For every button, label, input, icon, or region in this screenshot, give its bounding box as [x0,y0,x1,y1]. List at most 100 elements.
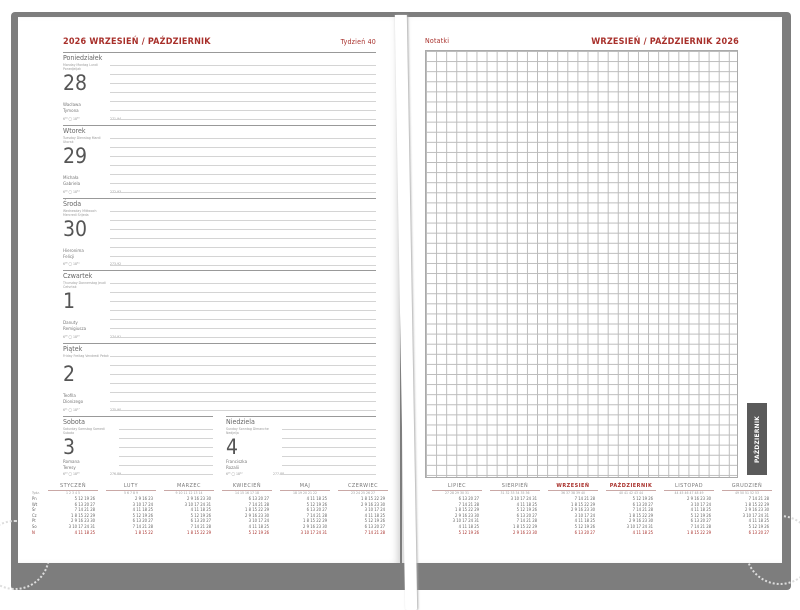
writing-line [110,111,376,120]
writing-line [110,329,376,338]
writing-lines[interactable] [110,57,376,120]
writing-line [110,166,376,175]
row-label: So [32,523,37,529]
day-row: 1 8 15 22 29 [687,529,711,535]
writing-line [110,275,376,284]
day-row: 6 13 20 27 [248,496,269,501]
month-name: STYCZEŃ [48,483,98,491]
day-row: 7 14 21 28 [632,507,653,513]
writing-line [110,375,376,384]
day-row: 1 8 15 22 29 [571,501,595,507]
day-row: 3 10 17 24 [132,501,153,507]
name-days: Romana Teresy [63,460,80,471]
day-of-year: 273-92 [110,262,122,266]
name-days: Danuty Remigiusza [63,321,87,332]
writing-lines[interactable] [110,348,376,411]
mini-month: LISTOPAD 44 45 46 47 48 49 2 9 16 23 30 3 1… [664,483,714,535]
month-name: KWIECIEŃ [222,483,272,491]
day-subtitle: Saturday Samstag Samedi Subota [63,427,105,436]
mini-month: WRZESIEŃ 36 37 38 39 40 7 14 21 28 1 8 15 2… [548,483,598,535]
day-name: Niedziela [226,418,255,426]
day-number: 1 [63,289,76,313]
day-row: 7 14 21 28 [190,523,211,529]
day-row: 4 11 18 25 [190,507,211,513]
week-numbers: 31 32 33 34 35 36 [500,491,530,495]
day-row: 2 9 16 23 30 [513,529,537,535]
month-name: LISTOPAD [664,483,714,491]
day-row: 6 13 20 27 [516,512,537,518]
sun-times: 6⁰⁸ ◯ 18³¹ [63,262,80,266]
day-block: Sobota Saturday Samstag Samedi Subota 3 Rom… [63,416,213,480]
sun-times: 6¹⁵ ◯ 18²² [226,472,243,476]
left-page: 2026 WRZESIEŃ / PAŹDZIERNIK Tydzień 40 P… [18,17,400,563]
writing-lines[interactable] [119,421,213,475]
month-name: MAJ [280,483,330,491]
row-label: Śr [32,507,36,513]
day-row: 6 13 20 27 [574,529,595,535]
writing-line [110,175,376,184]
calendar-row-labels: Tydz. Pn Wt Śr Cz Pt So N [32,491,44,535]
writing-line [110,93,376,102]
day-number: 3 [63,435,76,459]
mini-month: CZERWIEC 23 24 25 26 27 1 8 15 22 29 2 9 16… [338,483,388,535]
day-subtitle: Sunday Sonntag Dimanche Nedjelja [226,427,269,436]
day-name: Czwartek [63,272,93,280]
day-row: 7 14 21 28 [690,523,711,529]
day-number: 4 [226,435,239,459]
writing-lines[interactable] [110,130,376,193]
mini-month: MAJ 18 19 20 21 22 4 11 18 25 5 12 19 26 6 1… [280,483,330,535]
month-tab-pazdziernik[interactable]: PAŹDZIERNIK [747,403,767,475]
day-row: 3 10 17 24 [574,512,595,518]
name-days: Teofila Dionizego [63,394,84,405]
day-row: 4 11 18 25 [690,507,711,513]
writing-lines[interactable] [110,203,376,266]
week-numbers: 40 41 42 43 44 [618,491,644,495]
day-block: Środa Wednesday Mittwoch Mercredi Srijeda… [63,198,376,270]
name-days: Hieronima Felicji [63,249,84,260]
day-row: 6 13 20 27 [190,518,211,524]
day-name: Sobota [63,418,86,426]
day-row: 5 12 19 26 [458,529,479,535]
day-subtitle: Wednesday Mittwoch Mercredi Srijeda [63,209,97,218]
page-title: 2026 WRZESIEŃ / PAŹDZIERNIK [63,37,211,47]
day-row: 1 8 15 22 29 [513,523,537,529]
day-number: 28 [63,71,88,95]
writing-line [110,366,376,375]
day-name: Wtorek [63,127,86,135]
day-row: 7 14 21 28 [458,501,479,507]
notes-label: Notatki [425,37,450,45]
mini-month: LIPIEC 27 28 29 30 31 6 13 20 27 7 14 21 28… [432,483,482,535]
day-row: 1 8 15 22 29 [245,507,269,513]
day-row: 6 13 20 27 [632,501,653,507]
week-numbers: 1 2 3 4 5 [65,491,80,495]
day-row: 5 12 19 26 [632,496,653,501]
day-row: 7 14 21 28 [364,529,385,535]
day-row: 7 14 21 28 [748,496,769,501]
day-row: 5 12 19 26 [248,529,269,535]
row-label: N [32,529,35,535]
day-name: Poniedziałek [63,54,103,62]
writing-line [110,311,376,320]
day-row: 2 9 16 23 30 [745,507,769,513]
week-numbers: 9 10 11 12 13 14 [175,491,203,495]
day-row: 1 8 15 22 29 [71,512,95,518]
sun-times: 6⁰⁹ ◯ 18²⁹ [63,335,80,339]
writing-lines[interactable] [282,421,376,475]
writing-lines[interactable] [110,275,376,338]
day-row: 3 10 17 24 31 [68,523,95,529]
writing-line [110,357,376,366]
writing-line [282,439,376,448]
day-row: 5 12 19 26 [306,501,327,507]
writing-line [110,393,376,402]
day-block: Wtorek Tuesday Dienstag Mardi Utorak 29 Mic… [63,125,376,198]
day-row: 2 9 16 23 30 [455,512,479,518]
writing-line [110,66,376,75]
month-name: SIERPIEŃ [490,483,540,491]
writing-line [110,157,376,166]
notes-grid[interactable] [425,50,738,478]
writing-line [110,148,376,157]
writing-line [119,448,213,457]
day-row: 3 10 17 24 [248,518,269,524]
row-label: Pn [32,496,37,501]
day-number: 2 [63,362,76,386]
